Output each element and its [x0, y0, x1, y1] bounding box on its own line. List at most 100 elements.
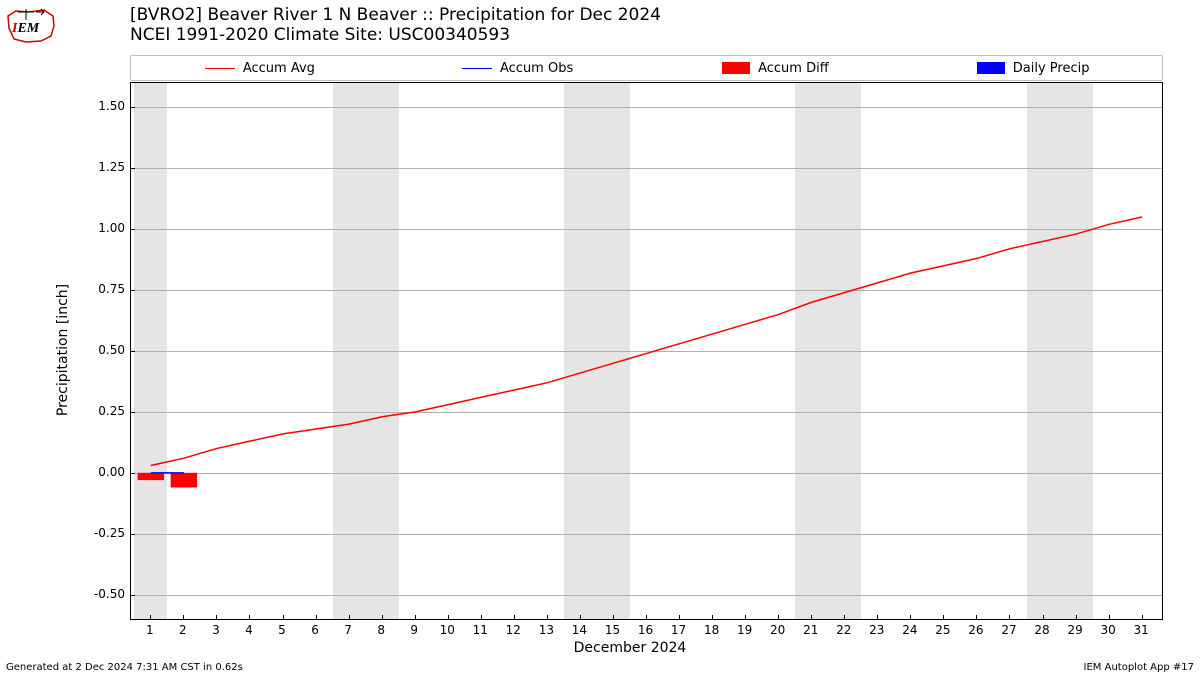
xtick-label: 15 [605, 623, 620, 637]
xtick-mark [580, 615, 581, 620]
ytick-label: 1.25 [75, 160, 125, 174]
chart-data-svg [131, 83, 1162, 619]
xtick-mark [1109, 615, 1110, 620]
xtick-mark [316, 615, 317, 620]
xtick-mark [943, 615, 944, 620]
xtick-mark [1009, 615, 1010, 620]
xtick-label: 14 [572, 623, 587, 637]
ytick-mark [130, 351, 135, 352]
line-series [151, 217, 1142, 466]
xtick-mark [712, 615, 713, 620]
xtick-mark [415, 615, 416, 620]
xtick-mark [150, 615, 151, 620]
xtick-label: 1 [146, 623, 154, 637]
ytick-mark [130, 168, 135, 169]
xtick-label: 7 [344, 623, 352, 637]
legend-marker [205, 68, 235, 69]
legend-label: Accum Obs [500, 61, 573, 76]
legend-item: Accum Obs [389, 61, 647, 76]
xtick-mark [514, 615, 515, 620]
svg-text:IEM: IEM [11, 21, 40, 36]
xtick-mark [844, 615, 845, 620]
ytick-mark [130, 595, 135, 596]
xtick-label: 29 [1067, 623, 1082, 637]
xtick-mark [1076, 615, 1077, 620]
xtick-label: 17 [671, 623, 686, 637]
xtick-mark [646, 615, 647, 620]
xtick-mark [216, 615, 217, 620]
xtick-mark [745, 615, 746, 620]
chart-titles: [BVRO2] Beaver River 1 N Beaver :: Preci… [130, 5, 661, 45]
xtick-mark [811, 615, 812, 620]
footer-generated: Generated at 2 Dec 2024 7:31 AM CST in 0… [6, 662, 243, 673]
xtick-label: 4 [245, 623, 253, 637]
iem-logo: IEM [6, 6, 56, 44]
ytick-label: 0.75 [75, 282, 125, 296]
xtick-label: 5 [278, 623, 286, 637]
xtick-mark [249, 615, 250, 620]
xtick-label: 6 [311, 623, 319, 637]
ytick-mark [130, 229, 135, 230]
ytick-label: 0.25 [75, 404, 125, 418]
xtick-label: 2 [179, 623, 187, 637]
xtick-label: 25 [935, 623, 950, 637]
x-axis-label: December 2024 [0, 640, 1200, 656]
ytick-label: -0.25 [75, 526, 125, 540]
xtick-label: 12 [506, 623, 521, 637]
legend-label: Daily Precip [1013, 61, 1090, 76]
xtick-label: 28 [1034, 623, 1049, 637]
xtick-label: 23 [869, 623, 884, 637]
xtick-label: 3 [212, 623, 220, 637]
title-main: [BVRO2] Beaver River 1 N Beaver :: Preci… [130, 5, 661, 25]
xtick-label: 9 [410, 623, 418, 637]
legend-label: Accum Avg [243, 61, 315, 76]
xtick-label: 31 [1134, 623, 1149, 637]
xtick-mark [910, 615, 911, 620]
bar [171, 473, 197, 488]
ytick-mark [130, 412, 135, 413]
xtick-mark [1142, 615, 1143, 620]
xtick-label: 19 [737, 623, 752, 637]
xtick-label: 20 [770, 623, 785, 637]
ytick-mark [130, 107, 135, 108]
xtick-label: 16 [638, 623, 653, 637]
title-sub: NCEI 1991-2020 Climate Site: USC00340593 [130, 25, 661, 45]
legend-item: Daily Precip [904, 61, 1162, 76]
ytick-mark [130, 290, 135, 291]
legend-marker [722, 62, 750, 74]
xtick-label: 30 [1100, 623, 1115, 637]
xtick-label: 21 [803, 623, 818, 637]
xtick-label: 26 [968, 623, 983, 637]
xtick-label: 24 [902, 623, 917, 637]
xtick-mark [679, 615, 680, 620]
xtick-label: 10 [440, 623, 455, 637]
xtick-mark [613, 615, 614, 620]
ytick-label: 1.50 [75, 99, 125, 113]
xtick-mark [481, 615, 482, 620]
ytick-label: 1.00 [75, 221, 125, 235]
xtick-label: 18 [704, 623, 719, 637]
xtick-mark [778, 615, 779, 620]
xtick-mark [448, 615, 449, 620]
xtick-mark [183, 615, 184, 620]
bar [138, 473, 164, 480]
xtick-label: 11 [473, 623, 488, 637]
legend: Accum Avg Accum Obs Accum Diff Daily Precip [130, 55, 1163, 81]
y-axis-label: Precipitation [inch] [55, 284, 71, 416]
ytick-label: 0.00 [75, 465, 125, 479]
xtick-mark [349, 615, 350, 620]
xtick-mark [547, 615, 548, 620]
footer-app: IEM Autoplot App #17 [1084, 662, 1194, 673]
chart-plot-area [130, 82, 1163, 620]
xtick-label: 8 [377, 623, 385, 637]
legend-marker [977, 62, 1005, 74]
legend-item: Accum Diff [647, 61, 905, 76]
xtick-mark [877, 615, 878, 620]
xtick-mark [976, 615, 977, 620]
xtick-label: 27 [1001, 623, 1016, 637]
xtick-label: 22 [836, 623, 851, 637]
xtick-label: 13 [539, 623, 554, 637]
legend-marker [462, 68, 492, 69]
ytick-mark [130, 534, 135, 535]
xtick-mark [283, 615, 284, 620]
